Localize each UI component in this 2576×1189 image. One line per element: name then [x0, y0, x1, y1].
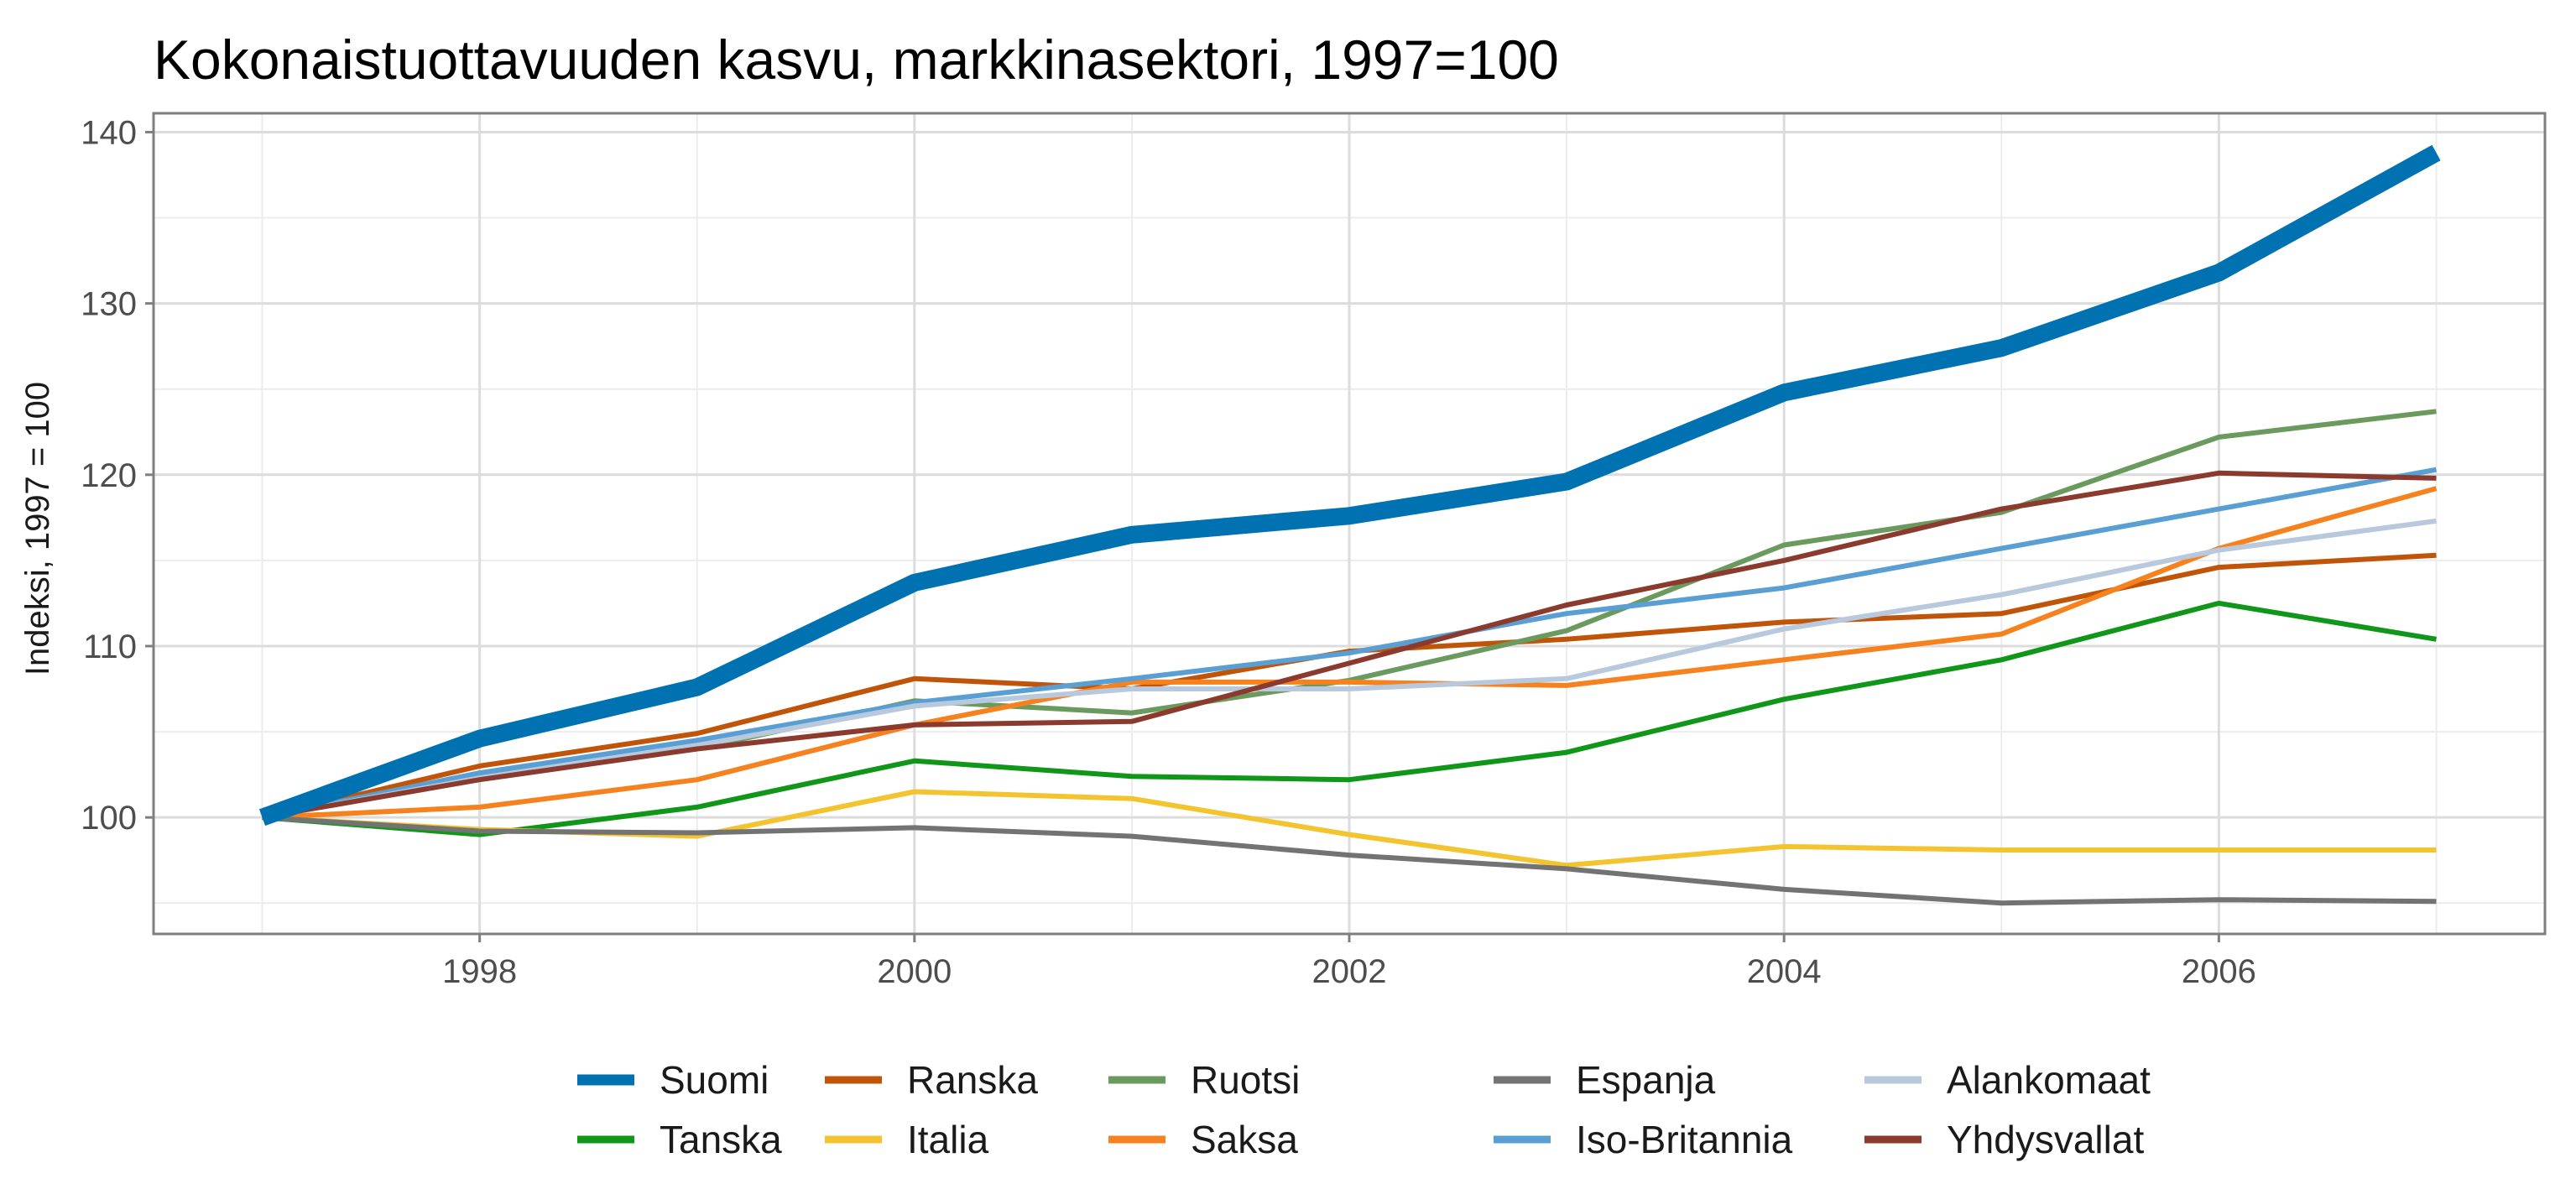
axes: 1998 2000 2002 2004 2006 100 110 120 130 140	[81, 114, 2256, 990]
legend-label-tanska: Tanska	[660, 1118, 782, 1161]
series-lines	[258, 144, 2441, 906]
legend-item-italia: Italia	[825, 1118, 989, 1161]
legend-item-espanja: Espanja	[1494, 1058, 1716, 1102]
series-line-tanska	[262, 600, 2437, 837]
legend-label-ranska: Ranska	[907, 1058, 1038, 1102]
legend-label-alankomaat: Alankomaat	[1947, 1058, 2151, 1102]
series-line-alankomaat	[261, 518, 2437, 821]
y-tick-label: 110	[83, 628, 137, 665]
legend-item-ranska: Ranska	[825, 1058, 1038, 1102]
legend-item-yhdysvallat: Yhdysvallat	[1864, 1118, 2144, 1161]
series-line-iso-britannia	[261, 467, 2438, 821]
legend-item-suomi: Suomi	[577, 1058, 769, 1102]
chart-title: Kokonaistuottavuuden kasvu, markkinasekt…	[154, 29, 1559, 91]
legend-item-iso-britannia: Iso-Britannia	[1494, 1118, 1793, 1161]
x-tick-label: 2004	[1747, 953, 1822, 990]
legend-item-ruotsi: Ruotsi	[1108, 1058, 1300, 1102]
legend-label-yhdysvallat: Yhdysvallat	[1947, 1118, 2144, 1161]
legend-item-tanska: Tanska	[577, 1118, 782, 1161]
x-tick-label: 2000	[877, 953, 952, 990]
series-line-saksa	[262, 486, 2438, 821]
legend-label-iso-britannia: Iso-Britannia	[1576, 1118, 1793, 1161]
series-line-yhdysvallat	[261, 470, 2437, 821]
series-line-espanja	[262, 815, 2437, 906]
y-axis-title: Indeksi, 1997 = 100	[19, 382, 56, 675]
legend-label-ruotsi: Ruotsi	[1191, 1058, 1300, 1102]
y-tick-label: 120	[81, 457, 137, 494]
legend-label-italia: Italia	[907, 1118, 989, 1161]
y-tick-label: 130	[81, 286, 137, 323]
legend-label-espanja: Espanja	[1576, 1058, 1716, 1102]
x-tick-label: 1998	[442, 953, 517, 990]
legend-item-alankomaat: Alankomaat	[1864, 1058, 2151, 1102]
legend-label-suomi: Suomi	[660, 1058, 769, 1102]
y-tick-label: 140	[81, 114, 137, 151]
series-line-suomi	[258, 144, 2441, 827]
legend: Suomi Tanska Ranska Italia Ruotsi Saksa Espanj…	[577, 1058, 2151, 1161]
y-tick-label: 100	[81, 800, 137, 837]
legend-label-saksa: Saksa	[1191, 1118, 1298, 1161]
x-tick-label: 2002	[1312, 953, 1387, 990]
legend-item-saksa: Saksa	[1108, 1118, 1298, 1161]
x-tick-label: 2006	[2182, 953, 2256, 990]
